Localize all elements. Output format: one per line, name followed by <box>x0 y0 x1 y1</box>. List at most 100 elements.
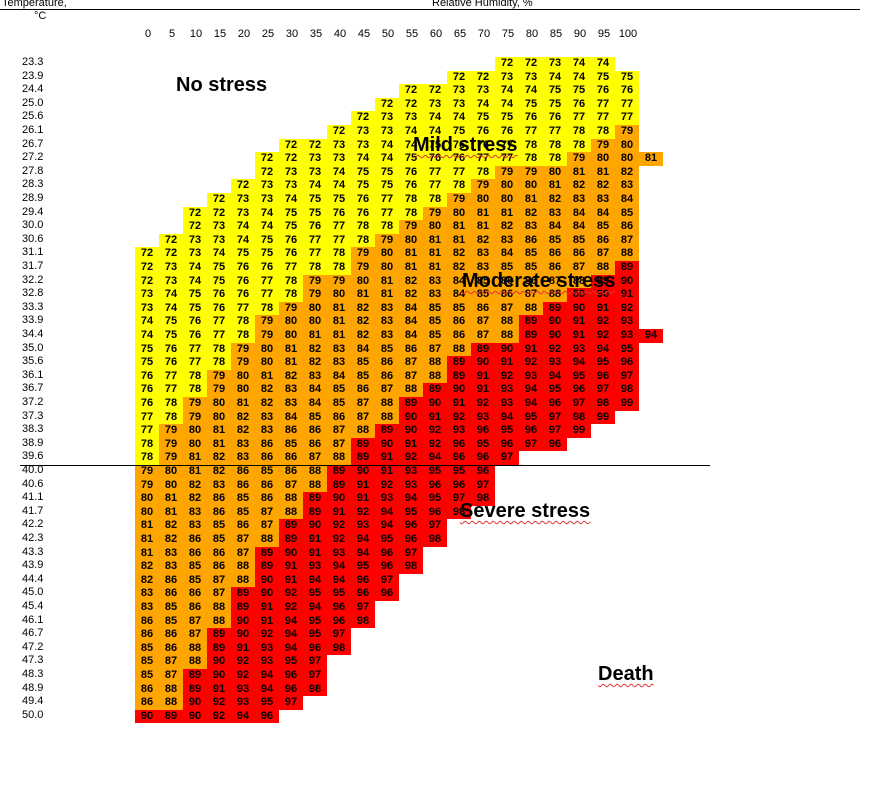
stress-cell: 79 <box>303 274 327 289</box>
stress-cell: 78 <box>351 220 375 234</box>
stress-cell: 95 <box>255 696 279 710</box>
temperature-row-label: 25.6 <box>22 110 44 123</box>
stress-cell: 76 <box>591 84 615 98</box>
stress-cell: 92 <box>231 655 255 669</box>
stress-cell: 84 <box>303 397 327 411</box>
stress-cell: 79 <box>471 179 495 193</box>
stress-cell: 77 <box>159 383 183 397</box>
stress-cell: 98 <box>423 533 447 547</box>
stress-cell: 81 <box>423 261 447 275</box>
temperature-row-label: 33.9 <box>22 314 44 327</box>
temperature-row-label: 24.4 <box>22 83 44 96</box>
stress-cell: 78 <box>399 193 423 207</box>
stress-cell: 90 <box>303 519 327 533</box>
stress-cell: 74 <box>255 206 279 221</box>
stress-cell: 86 <box>207 505 231 520</box>
stress-cell: 97 <box>519 437 543 452</box>
stress-cell: 72 <box>303 138 327 153</box>
stress-cell: 73 <box>447 97 471 112</box>
stress-cell: 97 <box>591 383 615 397</box>
stress-cell: 79 <box>567 152 591 166</box>
stress-cell: 92 <box>591 315 615 329</box>
stress-cell: 77 <box>591 97 615 112</box>
stress-cell: 79 <box>303 288 327 302</box>
stress-cell: 85 <box>423 301 447 316</box>
stress-cell: 79 <box>135 478 159 493</box>
stress-cell: 80 <box>399 233 423 248</box>
stress-cell: 78 <box>159 397 183 411</box>
stress-cell: 90 <box>255 573 279 588</box>
stress-cell: 82 <box>207 451 231 465</box>
stress-cell: 75 <box>495 111 519 125</box>
stress-cell: 87 <box>543 274 567 289</box>
stress-cell: 74 <box>543 70 567 85</box>
stress-cell: 74 <box>183 274 207 289</box>
stress-cell: 92 <box>423 424 447 438</box>
stress-cell: 73 <box>519 70 543 85</box>
humidity-column-label: 30 <box>285 28 299 40</box>
stress-cell: 96 <box>279 682 303 697</box>
stress-cell: 80 <box>351 274 375 289</box>
stress-cell: 74 <box>183 261 207 275</box>
stress-cell: 95 <box>327 587 351 601</box>
stress-cell: 97 <box>351 601 375 615</box>
stress-cell: 88 <box>447 342 471 357</box>
stress-cell: 73 <box>207 233 231 248</box>
temperature-row-label: 46.7 <box>22 627 44 640</box>
stress-cell: 72 <box>135 274 159 289</box>
temperature-row-label: 48.3 <box>22 668 44 680</box>
stress-cell: 85 <box>423 315 447 329</box>
stress-cell: 87 <box>495 301 519 316</box>
stress-cell: 98 <box>591 397 615 411</box>
stress-cell: 98 <box>303 682 327 697</box>
stress-cell: 85 <box>207 533 231 547</box>
stress-cell: 83 <box>183 505 207 520</box>
stress-cell: 88 <box>303 478 327 493</box>
stress-cell: 74 <box>135 329 159 343</box>
stress-cell: 76 <box>183 315 207 329</box>
stress-cell: 80 <box>519 179 543 193</box>
stress-cell: 73 <box>279 165 303 180</box>
stress-cell: 84 <box>399 301 423 316</box>
stress-cell: 94 <box>639 329 663 343</box>
stress-cell: 86 <box>399 342 423 357</box>
stress-cell: 92 <box>423 437 447 452</box>
stress-cell: 87 <box>351 397 375 411</box>
stress-cell: 89 <box>591 274 615 289</box>
stress-cell: 83 <box>159 546 183 561</box>
stress-cell: 89 <box>567 288 591 302</box>
stress-cell: 88 <box>231 573 255 588</box>
stress-cell: 91 <box>351 492 375 506</box>
stress-cell: 74 <box>399 125 423 139</box>
stress-cell: 76 <box>543 111 567 125</box>
stress-cell: 82 <box>303 342 327 357</box>
stress-cell: 89 <box>207 641 231 656</box>
stress-cell: 91 <box>519 342 543 357</box>
stress-cell: 92 <box>279 601 303 615</box>
stress-cell: 97 <box>279 696 303 710</box>
stress-cell: 74 <box>447 111 471 125</box>
stress-cell: 97 <box>567 397 591 411</box>
stress-cell: 81 <box>303 329 327 343</box>
stress-cell: 81 <box>207 424 231 438</box>
stress-cell: 87 <box>471 315 495 329</box>
stress-cell: 82 <box>183 492 207 506</box>
humidity-column-label: 90 <box>573 28 587 40</box>
stress-cell: 84 <box>399 329 423 343</box>
stress-cell: 87 <box>471 329 495 343</box>
stress-cell: 72 <box>135 261 159 275</box>
stress-cell: 90 <box>279 546 303 561</box>
stress-cell: 96 <box>495 437 519 452</box>
stress-cell: 91 <box>327 505 351 520</box>
temperature-row-label: 44.4 <box>22 572 44 585</box>
stress-cell: 85 <box>303 410 327 425</box>
stress-cell: 98 <box>567 410 591 425</box>
stress-cell: 85 <box>519 247 543 261</box>
humidity-column-label: 85 <box>549 28 563 40</box>
stress-cell: 83 <box>279 383 303 397</box>
stress-cell: 82 <box>351 301 375 316</box>
stress-cell: 79 <box>375 233 399 248</box>
stress-cell: 80 <box>495 179 519 193</box>
stress-cell: 90 <box>471 356 495 370</box>
stress-cell: 79 <box>327 274 351 289</box>
